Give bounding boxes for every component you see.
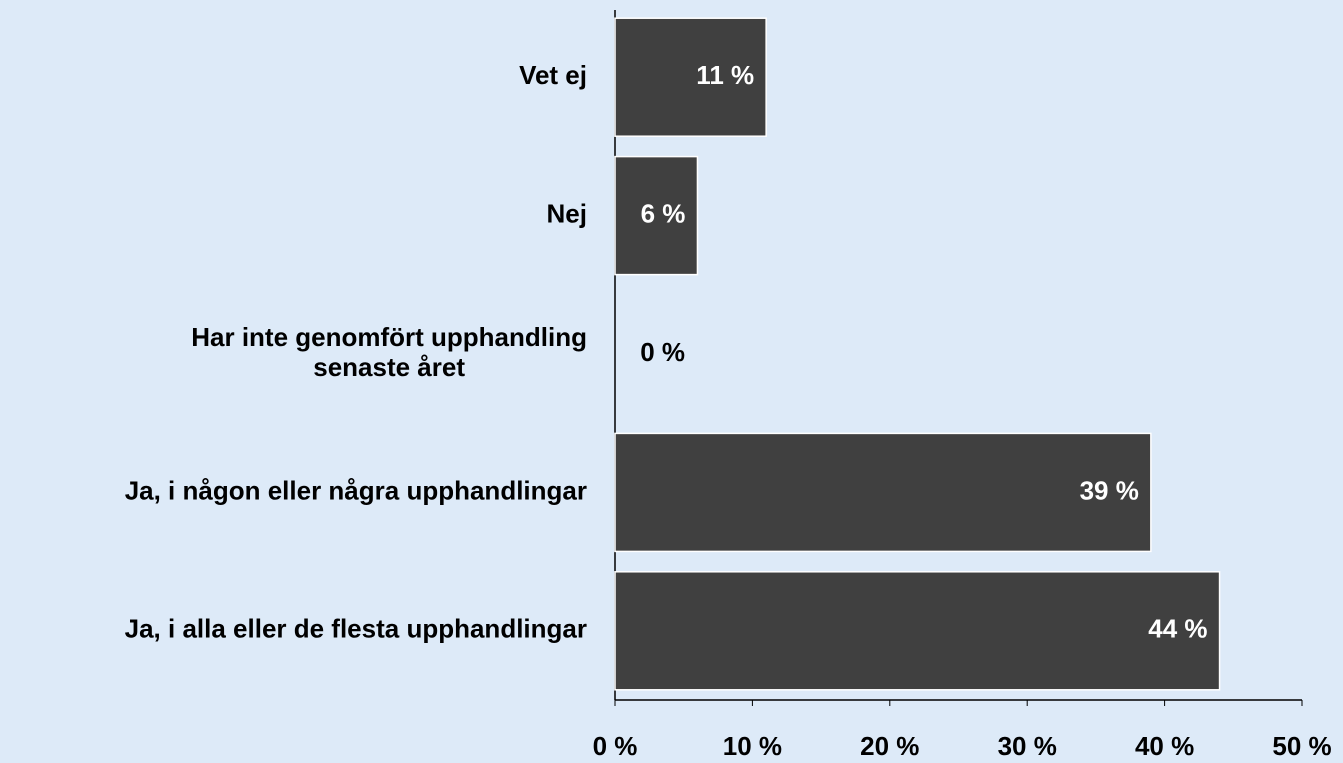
x-tick-label: 30 % bbox=[998, 731, 1057, 761]
value-label: 44 % bbox=[1148, 614, 1207, 644]
value-label: 0 % bbox=[640, 337, 685, 367]
bar bbox=[614, 571, 1221, 691]
x-tick-label: 40 % bbox=[1135, 731, 1194, 761]
value-label: 6 % bbox=[641, 198, 686, 228]
bar bbox=[614, 432, 1152, 553]
category-label: Vet ej bbox=[519, 60, 587, 90]
bar bbox=[614, 17, 767, 137]
category-label: Ja, i alla eller de flesta upphandlingar bbox=[125, 614, 587, 644]
category-label: Har inte genomfört upphandling senaste år… bbox=[191, 322, 587, 382]
category-label: Ja, i någon eller några upphandlingar bbox=[125, 475, 587, 505]
x-tick-label: 50 % bbox=[1272, 731, 1331, 761]
x-tick-label: 0 % bbox=[593, 731, 638, 761]
category-label: Nej bbox=[547, 198, 587, 228]
value-label: 39 % bbox=[1080, 475, 1139, 505]
value-label: 11 % bbox=[696, 60, 754, 90]
bar bbox=[614, 155, 699, 276]
x-tick-label: 20 % bbox=[860, 731, 919, 761]
x-tick-label: 10 % bbox=[723, 731, 782, 761]
